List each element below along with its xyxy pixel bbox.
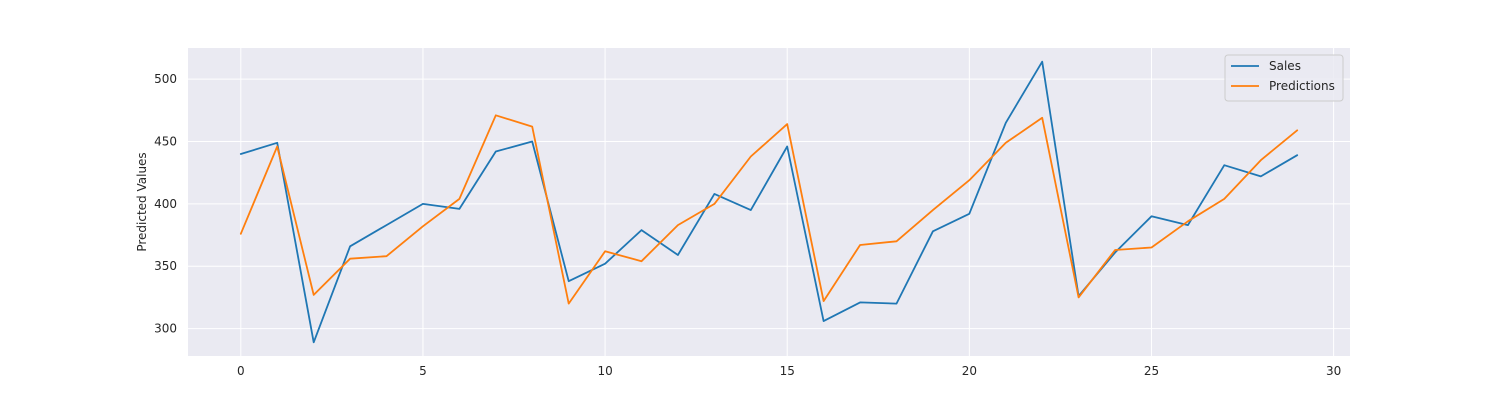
x-tick-label: 25 (1144, 364, 1159, 378)
x-tick-label: 10 (597, 364, 612, 378)
y-tick-label: 450 (154, 135, 177, 149)
plot-area (188, 48, 1350, 356)
legend-label: Predictions (1269, 79, 1335, 93)
x-tick-label: 0 (237, 364, 245, 378)
x-tick-label: 15 (780, 364, 795, 378)
series-line-predictions (239, 114, 1299, 305)
y-tick-label: 500 (154, 72, 177, 86)
legend-label: Sales (1269, 59, 1301, 73)
y-tick-label: 350 (154, 259, 177, 273)
y-tick-label: 400 (154, 197, 177, 211)
x-tick-label: 5 (419, 364, 427, 378)
x-tick-label: 20 (962, 364, 977, 378)
series-line-sales (239, 60, 1299, 344)
y-axis-label: Predicted Values (135, 152, 149, 251)
y-tick-label: 300 (154, 322, 177, 336)
x-tick-label: 30 (1326, 364, 1341, 378)
